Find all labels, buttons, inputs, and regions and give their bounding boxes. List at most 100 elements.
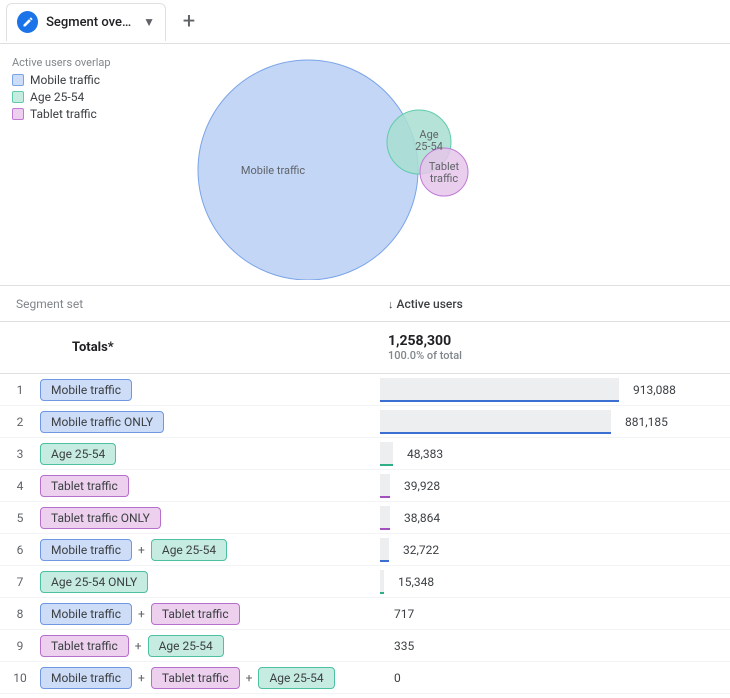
table-body: 1Mobile traffic913,0882Mobile traffic ON… xyxy=(0,374,730,694)
legend: Active users overlap Mobile traffic Age 2… xyxy=(0,50,123,285)
segment-chip[interactable]: Mobile traffic xyxy=(40,603,132,625)
row-value: 48,383 xyxy=(399,441,443,467)
segment-chip[interactable]: Mobile traffic xyxy=(40,539,132,561)
tab-bar: Segment overl… ▼ + xyxy=(0,0,730,44)
legend-item[interactable]: Mobile traffic xyxy=(12,73,111,87)
table-row[interactable]: 6Mobile traffic + Age 25-54 32,722 xyxy=(0,534,730,566)
venn-circle[interactable] xyxy=(198,60,418,280)
legend-label: Age 25-54 xyxy=(30,90,84,104)
row-chips: Tablet traffic ONLY xyxy=(40,507,380,529)
segment-chip[interactable]: Age 25-54 xyxy=(258,667,334,689)
row-bar: 913,088 xyxy=(380,374,730,405)
segment-chip[interactable]: Age 25-54 xyxy=(40,443,116,465)
segment-chip[interactable]: Mobile traffic xyxy=(40,379,132,401)
row-value: 32,722 xyxy=(395,537,439,563)
row-index: 1 xyxy=(0,383,40,397)
row-bar: 717 xyxy=(380,598,730,629)
segment-chip[interactable]: Age 25-54 xyxy=(151,539,227,561)
legend-label: Tablet traffic xyxy=(30,107,97,121)
table-header: Segment set ↓ Active users xyxy=(0,286,730,322)
row-bar: 32,722 xyxy=(380,534,730,565)
plus-icon: + xyxy=(136,671,147,685)
row-chips: Mobile traffic xyxy=(40,379,380,401)
table-row[interactable]: 2Mobile traffic ONLY 881,185 xyxy=(0,406,730,438)
table-row[interactable]: 10Mobile traffic+Tablet traffic+Age 25-5… xyxy=(0,662,730,694)
legend-swatch xyxy=(12,74,24,86)
table-row[interactable]: 7Age 25-54 ONLY 15,348 xyxy=(0,566,730,598)
row-chips: Mobile traffic + Tablet traffic xyxy=(40,603,380,625)
column-active-users-label: Active users xyxy=(396,297,462,311)
row-bar: 15,348 xyxy=(380,566,730,597)
row-index: 7 xyxy=(0,575,40,589)
row-chips: Age 25-54 xyxy=(40,443,380,465)
row-chips: Tablet traffic xyxy=(40,475,380,497)
plus-icon: + xyxy=(244,671,255,685)
legend-title: Active users overlap xyxy=(12,56,111,69)
row-value: 717 xyxy=(386,601,414,627)
row-bar: 38,864 xyxy=(380,502,730,533)
legend-swatch xyxy=(12,91,24,103)
row-value: 881,185 xyxy=(617,409,668,435)
plus-icon: + xyxy=(136,607,147,621)
row-chips: Mobile traffic+Tablet traffic+Age 25-54 xyxy=(40,667,380,689)
totals-value: 1,258,300 xyxy=(388,333,730,349)
tab-title: Segment overl… xyxy=(46,15,135,30)
row-bar: 881,185 xyxy=(380,406,730,437)
column-segment-set[interactable]: Segment set xyxy=(0,297,380,311)
add-tab-button[interactable]: + xyxy=(172,5,206,39)
row-index: 6 xyxy=(0,543,40,557)
legend-item[interactable]: Age 25-54 xyxy=(12,90,111,104)
row-chips: Age 25-54 ONLY xyxy=(40,571,380,593)
row-value: 38,864 xyxy=(396,505,440,531)
row-value: 335 xyxy=(386,633,414,659)
chevron-down-icon[interactable]: ▼ xyxy=(143,15,155,29)
row-value: 0 xyxy=(386,665,401,691)
totals-sub: 100.0% of total xyxy=(388,349,730,362)
pencil-icon xyxy=(17,11,38,33)
row-bar: 0 xyxy=(380,662,730,693)
row-chips: Tablet traffic + Age 25-54 xyxy=(40,635,380,657)
row-value: 15,348 xyxy=(390,569,434,595)
row-index: 5 xyxy=(0,511,40,525)
plus-icon: + xyxy=(136,543,147,557)
totals-label: Totals* xyxy=(0,340,380,355)
column-active-users[interactable]: ↓ Active users xyxy=(380,297,730,311)
segment-chip[interactable]: Tablet traffic xyxy=(151,667,240,689)
legend-swatch xyxy=(12,108,24,120)
visualization-area: Active users overlap Mobile traffic Age 2… xyxy=(0,44,730,286)
row-bar: 48,383 xyxy=(380,438,730,469)
segment-chip[interactable]: Tablet traffic ONLY xyxy=(40,507,161,529)
sort-arrow-icon: ↓ xyxy=(388,298,394,311)
row-index: 4 xyxy=(0,479,40,493)
row-chips: Mobile traffic + Age 25-54 xyxy=(40,539,380,561)
table-row[interactable]: 1Mobile traffic 913,088 xyxy=(0,374,730,406)
row-index: 9 xyxy=(0,639,40,653)
segment-chip[interactable]: Tablet traffic xyxy=(40,475,129,497)
legend-item[interactable]: Tablet traffic xyxy=(12,107,111,121)
segment-chip[interactable]: Mobile traffic ONLY xyxy=(40,411,164,433)
table-row[interactable]: 8Mobile traffic + Tablet traffic 717 xyxy=(0,598,730,630)
segment-chip[interactable]: Mobile traffic xyxy=(40,667,132,689)
legend-label: Mobile traffic xyxy=(30,73,100,87)
totals-row: Totals* 1,258,300 100.0% of total xyxy=(0,322,730,374)
table-row[interactable]: 3Age 25-5448,383 xyxy=(0,438,730,470)
row-chips: Mobile traffic ONLY xyxy=(40,411,380,433)
row-index: 8 xyxy=(0,607,40,621)
segment-chip[interactable]: Age 25-54 ONLY xyxy=(40,571,148,593)
venn-label: Mobile traffic xyxy=(240,164,304,177)
row-bar: 335 xyxy=(380,630,730,661)
tab-segment-overlap[interactable]: Segment overl… ▼ xyxy=(6,3,166,41)
row-value: 913,088 xyxy=(625,377,676,403)
row-bar: 39,928 xyxy=(380,470,730,501)
segment-chip[interactable]: Age 25-54 xyxy=(148,635,224,657)
segment-chip[interactable]: Tablet traffic xyxy=(151,603,240,625)
table-row[interactable]: 9Tablet traffic + Age 25-54 335 xyxy=(0,630,730,662)
table-row[interactable]: 5Tablet traffic ONLY 38,864 xyxy=(0,502,730,534)
row-index: 2 xyxy=(0,415,40,429)
plus-icon: + xyxy=(133,639,144,653)
row-index: 10 xyxy=(0,671,40,685)
table-row[interactable]: 4Tablet traffic 39,928 xyxy=(0,470,730,502)
segment-chip[interactable]: Tablet traffic xyxy=(40,635,129,657)
row-value: 39,928 xyxy=(396,473,440,499)
venn-diagram: Mobile trafficAge25-54Tablettraffic xyxy=(123,50,730,285)
